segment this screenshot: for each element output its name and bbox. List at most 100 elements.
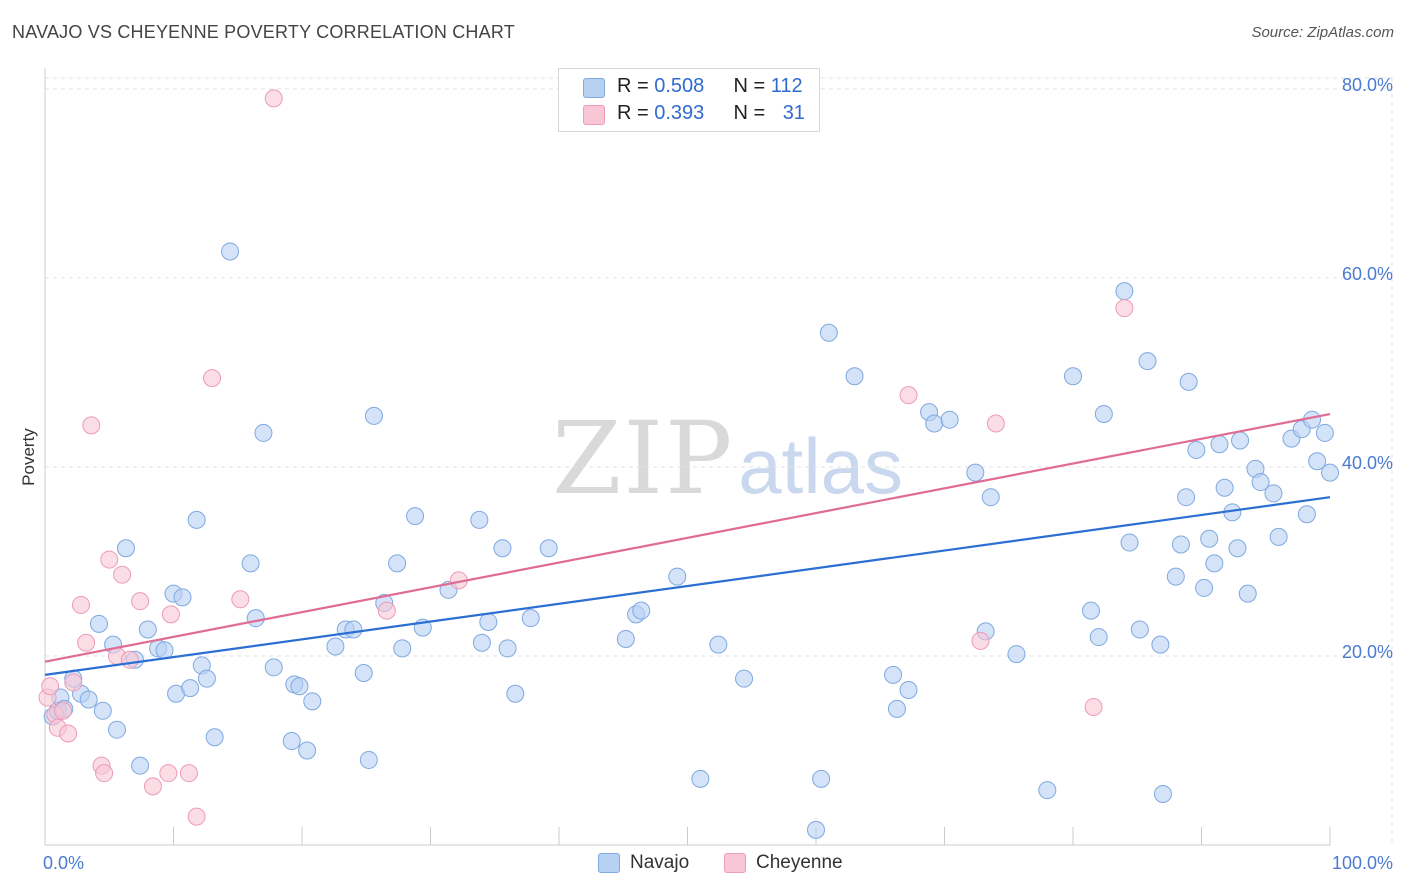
point-navajo [981, 488, 1000, 507]
point-cheyenne [113, 565, 132, 584]
point-cheyenne [899, 386, 918, 405]
legend-swatch-cheyenne [583, 105, 605, 125]
point-navajo [1120, 533, 1139, 552]
point-navajo [290, 677, 309, 696]
legend-r-label: R = [617, 102, 655, 124]
point-navajo [116, 539, 135, 558]
bottom-legend-label-navajo: Navajo [630, 852, 690, 873]
legend-r-label: R = [617, 75, 655, 97]
point-cheyenne [64, 673, 83, 692]
point-navajo [819, 323, 838, 342]
point-navajo [1200, 529, 1219, 548]
watermark-zip: ZIP [552, 400, 735, 517]
point-navajo [282, 732, 301, 751]
x-tick-label: 100.0% [1332, 853, 1393, 873]
point-navajo [1308, 452, 1327, 471]
trendline-cheyenne [44, 412, 1331, 663]
x-tick-label: 0.0% [43, 853, 84, 873]
legend-n-value: 112 [770, 75, 803, 97]
point-navajo [298, 741, 317, 760]
point-navajo [205, 728, 224, 747]
point-navajo [1231, 431, 1250, 450]
point-navajo [364, 406, 383, 425]
point-navajo [479, 612, 498, 631]
y-tick-label: 40.0% [1342, 453, 1393, 473]
legend-n-value: 31 [782, 102, 805, 124]
chart-title: NAVAJO VS CHEYENNE POVERTY CORRELATION C… [12, 22, 515, 42]
point-navajo [406, 507, 425, 526]
point-navajo [498, 639, 517, 658]
point-navajo [735, 669, 754, 688]
point-navajo [1238, 584, 1257, 603]
point-navajo [1264, 484, 1283, 503]
point-navajo [1081, 601, 1100, 620]
point-cheyenne [131, 592, 150, 611]
watermark-atlas: atlas [738, 422, 904, 510]
point-navajo [845, 367, 864, 386]
point-navajo [925, 414, 944, 433]
point-cheyenne [77, 633, 96, 652]
point-navajo [344, 620, 363, 639]
point-navajo [812, 769, 831, 788]
point-navajo [539, 539, 558, 558]
point-navajo [107, 720, 126, 739]
point-navajo [1130, 620, 1149, 639]
trendline-navajo [44, 496, 1331, 676]
point-navajo [1215, 478, 1234, 497]
point-navajo [1205, 554, 1224, 573]
point-navajo [691, 769, 710, 788]
point-cheyenne [82, 416, 101, 435]
point-cheyenne [53, 701, 72, 720]
point-navajo [197, 669, 216, 688]
point-navajo [470, 510, 489, 529]
source-label: Source: ZipAtlas.com [1251, 24, 1394, 41]
point-cheyenne [95, 764, 114, 783]
point-navajo [1151, 635, 1170, 654]
point-navajo [709, 635, 728, 654]
point-navajo [521, 609, 540, 628]
point-navajo [1166, 567, 1185, 586]
point-cheyenne [59, 724, 78, 743]
point-navajo [1177, 488, 1196, 507]
point-navajo [632, 601, 651, 620]
point-navajo [138, 620, 157, 639]
point-cheyenne [179, 764, 198, 783]
point-navajo [173, 588, 192, 607]
point-cheyenne [100, 550, 119, 569]
legend-r-value: 0.393 [654, 102, 705, 124]
point-cheyenne [41, 677, 60, 696]
point-navajo [79, 690, 98, 709]
point-navajo [359, 750, 378, 769]
point-navajo [264, 658, 283, 677]
point-navajo [1251, 473, 1270, 492]
point-navajo [884, 665, 903, 684]
point-navajo [246, 609, 265, 628]
legend-r-value: 0.508 [654, 75, 705, 97]
point-cheyenne [971, 631, 990, 650]
y-axis-label: Poverty [19, 428, 38, 486]
point-navajo [1094, 405, 1113, 424]
y-tick-label: 20.0% [1342, 642, 1393, 662]
point-navajo [1210, 435, 1229, 454]
point-navajo [187, 510, 206, 529]
point-cheyenne [120, 650, 139, 669]
point-navajo [221, 242, 240, 261]
point-cheyenne [986, 414, 1005, 433]
correlation-legend: R = 0.508 N = 112 R = 0.393 N = 31 [558, 68, 820, 132]
point-navajo [254, 423, 273, 442]
y-tick-label: 80.0% [1342, 75, 1393, 95]
point-cheyenne [377, 601, 396, 620]
point-navajo [388, 554, 407, 573]
point-navajo [354, 663, 373, 682]
point-navajo [616, 629, 635, 648]
point-navajo [1228, 539, 1247, 558]
point-navajo [506, 684, 525, 703]
point-navajo [1007, 645, 1026, 664]
point-navajo [155, 641, 174, 660]
point-navajo [1171, 535, 1190, 554]
point-navajo [393, 639, 412, 658]
point-navajo [966, 463, 985, 482]
point-navajo [93, 701, 112, 720]
watermark: ZIPatlas [552, 400, 903, 517]
